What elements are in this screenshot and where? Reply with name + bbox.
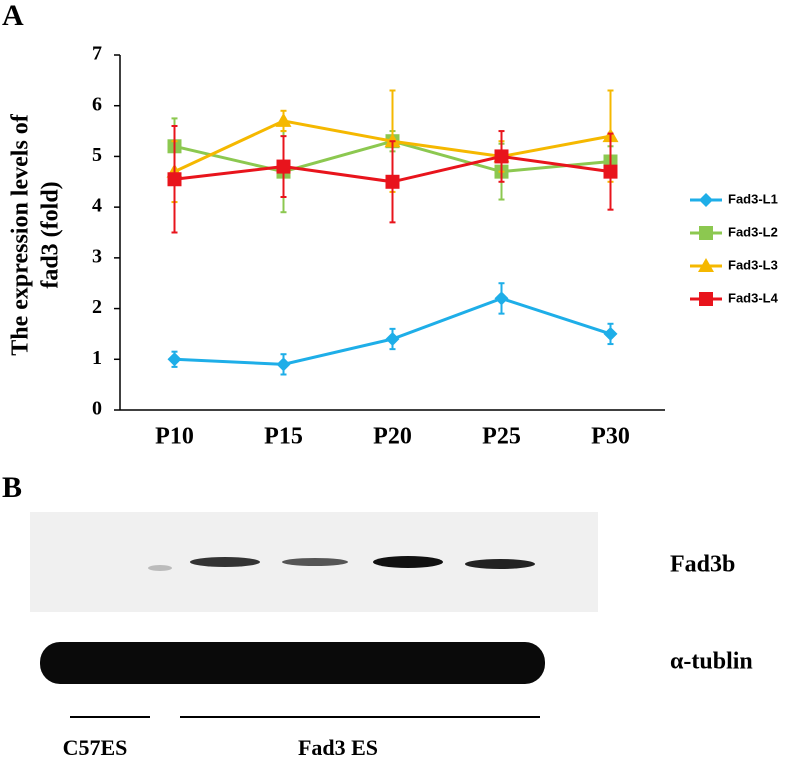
y-tick-label: 1 xyxy=(92,347,102,369)
blot-band xyxy=(190,557,260,567)
y-tick-label: 4 xyxy=(92,195,102,217)
x-tick-label: P25 xyxy=(482,424,521,450)
point xyxy=(603,164,618,179)
legend-label: Fad3-L1 xyxy=(728,191,778,206)
point xyxy=(167,172,182,187)
legend-marker xyxy=(699,193,713,207)
panel-label: B xyxy=(2,471,22,504)
point xyxy=(276,159,291,174)
point xyxy=(494,291,509,306)
x-tick-label: P20 xyxy=(373,424,412,450)
blot-band xyxy=(465,559,535,569)
legend-label: Fad3-L3 xyxy=(728,257,778,272)
point xyxy=(494,149,509,164)
point xyxy=(385,174,400,189)
x-tick-label: P10 xyxy=(155,424,194,450)
point xyxy=(167,352,182,367)
x-tick-label: P15 xyxy=(264,424,303,450)
point xyxy=(603,326,618,341)
blot-row-label: α-tublin xyxy=(670,649,753,675)
y-tick-label: 5 xyxy=(92,144,102,166)
group-label: Fad3 ES xyxy=(298,735,378,760)
blot-band xyxy=(373,556,443,568)
y-axis-label: The expression levels of xyxy=(8,113,34,356)
y-tick-label: 2 xyxy=(92,296,102,318)
panel-label: A xyxy=(2,0,24,32)
blot-row-label: Fad3b xyxy=(670,552,735,578)
point xyxy=(275,112,292,127)
legend-label: Fad3-L2 xyxy=(728,224,778,239)
legend-marker xyxy=(699,226,713,240)
blot-band xyxy=(282,558,348,566)
legend-label: Fad3-L4 xyxy=(728,290,779,305)
legend-marker xyxy=(698,258,714,272)
point xyxy=(276,357,291,372)
blot-band xyxy=(40,642,545,684)
y-tick-label: 7 xyxy=(92,43,102,65)
legend-marker xyxy=(699,292,713,306)
y-tick-label: 6 xyxy=(92,93,102,115)
y-tick-label: 3 xyxy=(92,245,102,267)
group-label: C57ES xyxy=(63,735,128,760)
y-axis-label: fad3 (fold) xyxy=(38,181,64,288)
point xyxy=(385,332,400,346)
x-tick-label: P30 xyxy=(591,424,630,450)
y-tick-label: 0 xyxy=(92,398,102,420)
blot-band xyxy=(148,565,172,571)
